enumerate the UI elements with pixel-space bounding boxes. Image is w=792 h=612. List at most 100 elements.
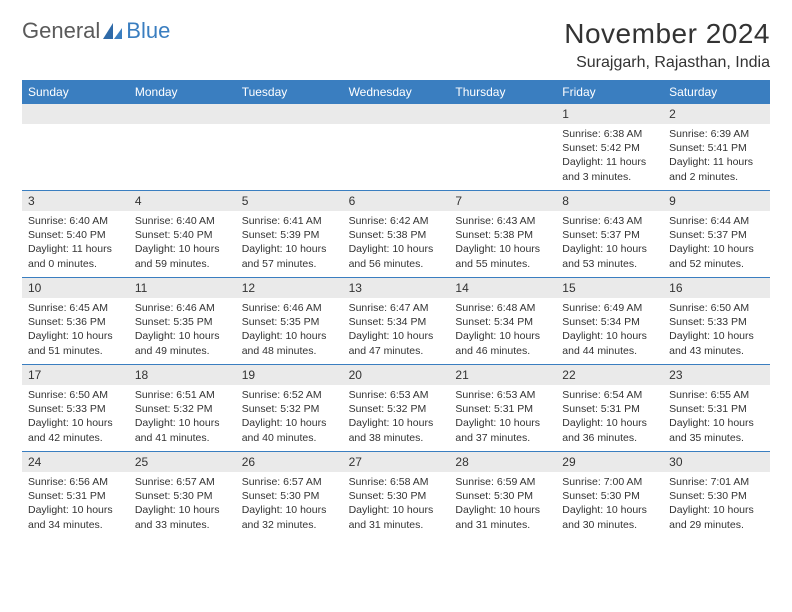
day-body: Sunrise: 7:01 AMSunset: 5:30 PMDaylight:…	[663, 472, 770, 536]
day-cell-empty	[236, 104, 343, 190]
sunset-text: Sunset: 5:36 PM	[28, 315, 123, 329]
daylight-text: Daylight: 11 hours and 2 minutes.	[669, 155, 764, 183]
day-cell: 28Sunrise: 6:59 AMSunset: 5:30 PMDayligh…	[449, 452, 556, 538]
day-cell: 13Sunrise: 6:47 AMSunset: 5:34 PMDayligh…	[343, 278, 450, 364]
daylight-text: Daylight: 10 hours and 34 minutes.	[28, 503, 123, 531]
daylight-text: Daylight: 10 hours and 41 minutes.	[135, 416, 230, 444]
day-number: 1	[556, 104, 663, 124]
day-cell: 4Sunrise: 6:40 AMSunset: 5:40 PMDaylight…	[129, 191, 236, 277]
sunset-text: Sunset: 5:38 PM	[349, 228, 444, 242]
title-block: November 2024 Surajgarh, Rajasthan, Indi…	[564, 18, 770, 72]
day-number: 5	[236, 191, 343, 211]
sunrise-text: Sunrise: 6:57 AM	[242, 475, 337, 489]
sunrise-text: Sunrise: 6:59 AM	[455, 475, 550, 489]
weekday-tuesday: Tuesday	[236, 80, 343, 104]
day-body: Sunrise: 6:49 AMSunset: 5:34 PMDaylight:…	[556, 298, 663, 362]
day-number: 27	[343, 452, 450, 472]
day-cell: 19Sunrise: 6:52 AMSunset: 5:32 PMDayligh…	[236, 365, 343, 451]
sunrise-text: Sunrise: 6:43 AM	[455, 214, 550, 228]
day-body: Sunrise: 6:52 AMSunset: 5:32 PMDaylight:…	[236, 385, 343, 449]
sunset-text: Sunset: 5:32 PM	[349, 402, 444, 416]
day-body: Sunrise: 6:48 AMSunset: 5:34 PMDaylight:…	[449, 298, 556, 362]
sunrise-text: Sunrise: 6:48 AM	[455, 301, 550, 315]
logo-text-general: General	[22, 18, 100, 44]
weekday-thursday: Thursday	[449, 80, 556, 104]
day-body: Sunrise: 6:57 AMSunset: 5:30 PMDaylight:…	[236, 472, 343, 536]
daylight-text: Daylight: 10 hours and 31 minutes.	[455, 503, 550, 531]
day-body: Sunrise: 6:40 AMSunset: 5:40 PMDaylight:…	[22, 211, 129, 275]
day-body: Sunrise: 6:54 AMSunset: 5:31 PMDaylight:…	[556, 385, 663, 449]
day-number: 30	[663, 452, 770, 472]
day-number: 7	[449, 191, 556, 211]
day-cell: 8Sunrise: 6:43 AMSunset: 5:37 PMDaylight…	[556, 191, 663, 277]
day-body: Sunrise: 6:44 AMSunset: 5:37 PMDaylight:…	[663, 211, 770, 275]
day-number: 23	[663, 365, 770, 385]
daylight-text: Daylight: 10 hours and 36 minutes.	[562, 416, 657, 444]
day-body: Sunrise: 6:39 AMSunset: 5:41 PMDaylight:…	[663, 124, 770, 188]
day-cell: 21Sunrise: 6:53 AMSunset: 5:31 PMDayligh…	[449, 365, 556, 451]
day-body: Sunrise: 6:56 AMSunset: 5:31 PMDaylight:…	[22, 472, 129, 536]
sunrise-text: Sunrise: 6:50 AM	[28, 388, 123, 402]
day-number: 8	[556, 191, 663, 211]
sunrise-text: Sunrise: 6:38 AM	[562, 127, 657, 141]
daylight-text: Daylight: 11 hours and 0 minutes.	[28, 242, 123, 270]
day-cell: 17Sunrise: 6:50 AMSunset: 5:33 PMDayligh…	[22, 365, 129, 451]
sunset-text: Sunset: 5:41 PM	[669, 141, 764, 155]
sunset-text: Sunset: 5:30 PM	[455, 489, 550, 503]
day-body: Sunrise: 6:43 AMSunset: 5:37 PMDaylight:…	[556, 211, 663, 275]
day-body: Sunrise: 6:53 AMSunset: 5:32 PMDaylight:…	[343, 385, 450, 449]
day-body: Sunrise: 6:45 AMSunset: 5:36 PMDaylight:…	[22, 298, 129, 362]
sunrise-text: Sunrise: 6:50 AM	[669, 301, 764, 315]
day-cell: 3Sunrise: 6:40 AMSunset: 5:40 PMDaylight…	[22, 191, 129, 277]
day-body: Sunrise: 6:57 AMSunset: 5:30 PMDaylight:…	[129, 472, 236, 536]
daylight-text: Daylight: 10 hours and 37 minutes.	[455, 416, 550, 444]
weekday-header-row: SundayMondayTuesdayWednesdayThursdayFrid…	[22, 80, 770, 104]
sunset-text: Sunset: 5:31 PM	[28, 489, 123, 503]
daylight-text: Daylight: 10 hours and 33 minutes.	[135, 503, 230, 531]
day-cell-empty	[343, 104, 450, 190]
sunrise-text: Sunrise: 6:44 AM	[669, 214, 764, 228]
day-number: 10	[22, 278, 129, 298]
sunset-text: Sunset: 5:34 PM	[349, 315, 444, 329]
day-cell: 30Sunrise: 7:01 AMSunset: 5:30 PMDayligh…	[663, 452, 770, 538]
sunrise-text: Sunrise: 6:56 AM	[28, 475, 123, 489]
day-cell: 14Sunrise: 6:48 AMSunset: 5:34 PMDayligh…	[449, 278, 556, 364]
sunset-text: Sunset: 5:34 PM	[562, 315, 657, 329]
daylight-text: Daylight: 10 hours and 55 minutes.	[455, 242, 550, 270]
day-cell: 18Sunrise: 6:51 AMSunset: 5:32 PMDayligh…	[129, 365, 236, 451]
day-body: Sunrise: 6:47 AMSunset: 5:34 PMDaylight:…	[343, 298, 450, 362]
sunset-text: Sunset: 5:32 PM	[242, 402, 337, 416]
sunset-text: Sunset: 5:33 PM	[669, 315, 764, 329]
day-cell: 7Sunrise: 6:43 AMSunset: 5:38 PMDaylight…	[449, 191, 556, 277]
sunrise-text: Sunrise: 6:55 AM	[669, 388, 764, 402]
sunset-text: Sunset: 5:30 PM	[242, 489, 337, 503]
sunset-text: Sunset: 5:37 PM	[562, 228, 657, 242]
sunrise-text: Sunrise: 6:54 AM	[562, 388, 657, 402]
sunrise-text: Sunrise: 6:53 AM	[349, 388, 444, 402]
sunrise-text: Sunrise: 6:53 AM	[455, 388, 550, 402]
day-cell: 6Sunrise: 6:42 AMSunset: 5:38 PMDaylight…	[343, 191, 450, 277]
sunrise-text: Sunrise: 6:47 AM	[349, 301, 444, 315]
day-number: 12	[236, 278, 343, 298]
day-cell: 29Sunrise: 7:00 AMSunset: 5:30 PMDayligh…	[556, 452, 663, 538]
week-row: 10Sunrise: 6:45 AMSunset: 5:36 PMDayligh…	[22, 277, 770, 364]
sunset-text: Sunset: 5:33 PM	[28, 402, 123, 416]
weekday-saturday: Saturday	[663, 80, 770, 104]
daylight-text: Daylight: 10 hours and 47 minutes.	[349, 329, 444, 357]
logo-text-blue: Blue	[126, 18, 170, 44]
weeks-container: 1Sunrise: 6:38 AMSunset: 5:42 PMDaylight…	[22, 104, 770, 538]
day-number: 4	[129, 191, 236, 211]
sunset-text: Sunset: 5:35 PM	[242, 315, 337, 329]
day-cell: 16Sunrise: 6:50 AMSunset: 5:33 PMDayligh…	[663, 278, 770, 364]
day-number: 22	[556, 365, 663, 385]
sunrise-text: Sunrise: 7:01 AM	[669, 475, 764, 489]
logo: General Blue	[22, 18, 170, 44]
day-cell: 12Sunrise: 6:46 AMSunset: 5:35 PMDayligh…	[236, 278, 343, 364]
sunrise-text: Sunrise: 6:45 AM	[28, 301, 123, 315]
daylight-text: Daylight: 10 hours and 40 minutes.	[242, 416, 337, 444]
daylight-text: Daylight: 11 hours and 3 minutes.	[562, 155, 657, 183]
daylight-text: Daylight: 10 hours and 46 minutes.	[455, 329, 550, 357]
day-body: Sunrise: 6:59 AMSunset: 5:30 PMDaylight:…	[449, 472, 556, 536]
sunset-text: Sunset: 5:31 PM	[562, 402, 657, 416]
sunset-text: Sunset: 5:40 PM	[135, 228, 230, 242]
